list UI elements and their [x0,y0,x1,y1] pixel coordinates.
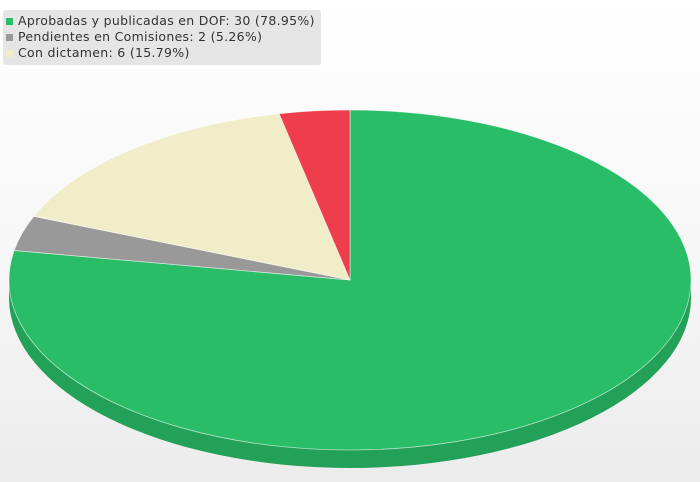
slice-con-dictamen[interactable] [33,113,351,281]
legend-item-aprobadas[interactable]: Aprobadas y publicadas en DOF: 30 (78.95… [6,13,315,29]
legend-label-con-dictamen: Con dictamen: 6 (15.79%) [18,45,190,60]
legend-swatch-con-dictamen [6,49,13,57]
slice-extra-red[interactable] [278,109,351,281]
legend-swatch-aprobadas [6,17,13,25]
legend-swatch-pendientes [6,33,13,41]
legend-label-aprobadas: Aprobadas y publicadas en DOF: 30 (78.95… [18,13,315,28]
legend-item-con-dictamen[interactable]: Con dictamen: 6 (15.79%) [6,45,315,61]
legend-item-pendientes[interactable]: Pendientes en Comisiones: 2 (5.26%) [6,29,315,45]
legend: Aprobadas y publicadas en DOF: 30 (78.95… [3,10,321,65]
legend-label-pendientes: Pendientes en Comisiones: 2 (5.26%) [18,29,263,44]
